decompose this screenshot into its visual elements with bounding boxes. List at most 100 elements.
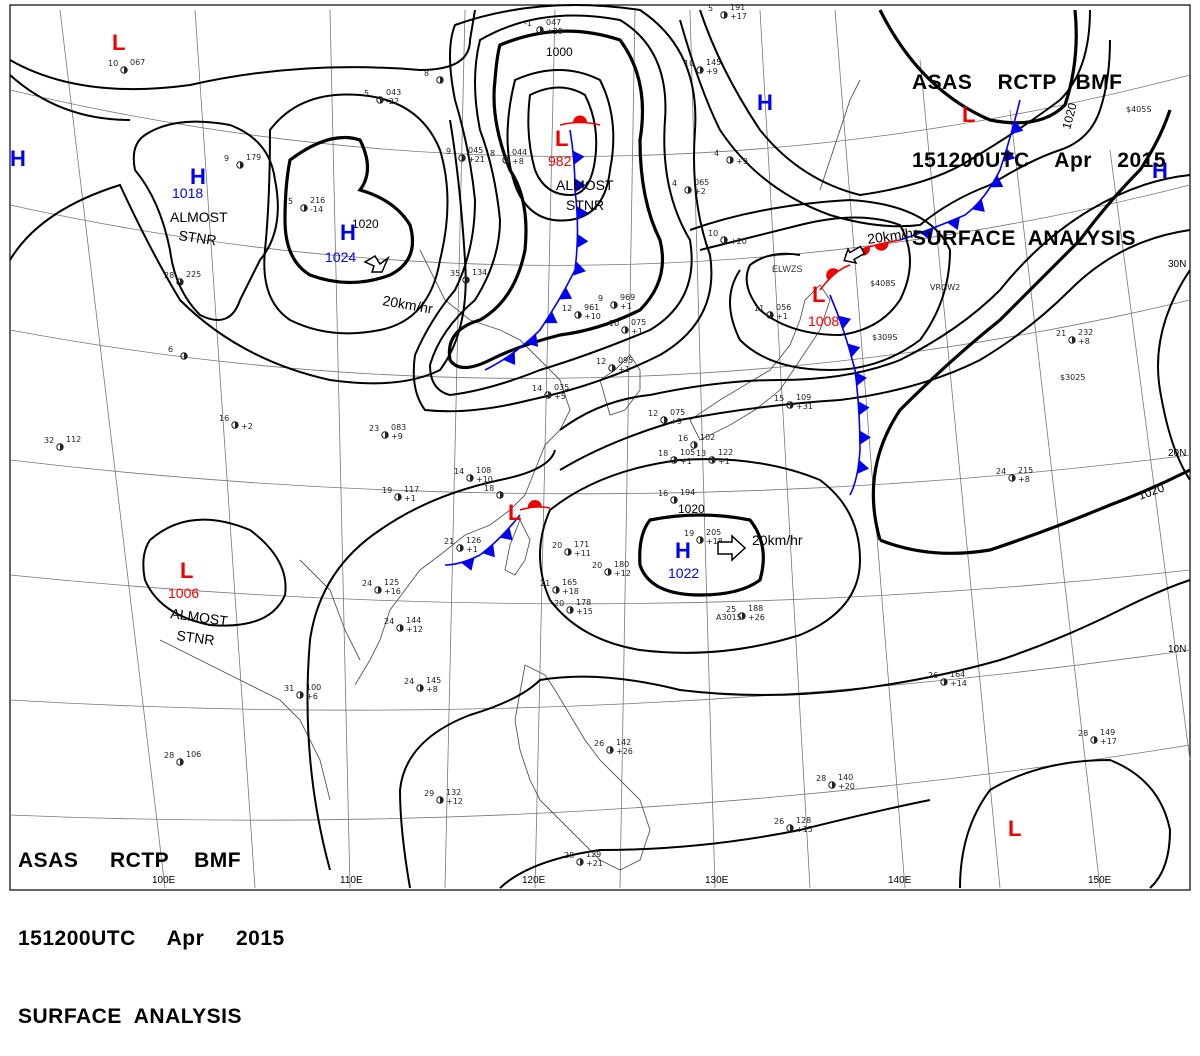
isobar-label: 1020 bbox=[352, 217, 379, 231]
station-temperature: 21 bbox=[1056, 329, 1066, 338]
longitude-label: 130E bbox=[705, 875, 729, 886]
station-plot: 20 180+12 bbox=[592, 560, 631, 578]
almost-stnr-label: STNR bbox=[566, 197, 604, 213]
cloud-cover-fill bbox=[240, 161, 244, 169]
almost-stnr-label: STNR bbox=[176, 627, 216, 648]
station-pressure: 164 bbox=[950, 670, 965, 679]
station-temperature: 28 bbox=[564, 851, 574, 860]
station-plot: 21 232+8 bbox=[1056, 328, 1093, 346]
cloud-cover-fill bbox=[608, 568, 612, 576]
pressure-centre: L bbox=[962, 102, 975, 127]
pressure-centre: L bbox=[112, 30, 125, 55]
station-pressure: 112 bbox=[66, 435, 81, 444]
station-temperature: 26 bbox=[774, 817, 784, 826]
station-temperature: 24 bbox=[384, 617, 394, 626]
china-coast bbox=[354, 249, 571, 686]
cold-front-triangle bbox=[577, 233, 589, 248]
isobar-central-2 bbox=[559, 229, 1191, 471]
taiwan-coast bbox=[504, 518, 531, 576]
warm-front-east bbox=[819, 264, 851, 291]
station-plot: 8 bbox=[424, 69, 444, 84]
station-temperature: 10 bbox=[609, 319, 619, 328]
isobar-1020-ring bbox=[263, 93, 449, 335]
station-plot: 13 122+1 bbox=[696, 448, 733, 466]
cloud-cover-fill bbox=[60, 443, 64, 451]
cloud-cover-fill bbox=[184, 352, 188, 360]
station-pressure: 969 bbox=[620, 293, 635, 302]
motion-speed-label: 20km/hr bbox=[866, 224, 919, 247]
station-temperature: 15 bbox=[774, 394, 784, 403]
cloud-cover-fill bbox=[304, 204, 308, 212]
cloud-cover-fill bbox=[790, 824, 794, 832]
station-plot: 31 100+6 bbox=[284, 683, 321, 701]
cloud-cover-fill bbox=[790, 401, 794, 409]
cloud-cover-fill bbox=[380, 96, 384, 104]
station-plot: 4 065+2 bbox=[672, 178, 709, 196]
cloud-cover-fill bbox=[568, 548, 572, 556]
station-plot: 28 129+21 bbox=[564, 850, 603, 868]
station-tendency: +8 bbox=[426, 685, 438, 694]
pressure-value: 1018 bbox=[172, 185, 203, 201]
cloud-cover-fill bbox=[440, 796, 444, 804]
parallel-10n bbox=[9, 649, 1191, 711]
station-plot: 24 145+8 bbox=[404, 676, 441, 694]
station-tendency: +14 bbox=[950, 679, 967, 688]
isobar-high-ring bbox=[539, 458, 862, 654]
station-temperature: 16 bbox=[678, 434, 688, 443]
isobar-sw-1 bbox=[306, 449, 556, 871]
low-symbol: L bbox=[180, 558, 193, 583]
station-tendency: +9 bbox=[736, 157, 748, 166]
station-plot: 14 035+5 bbox=[532, 383, 569, 401]
parallel-5n bbox=[9, 744, 1191, 821]
station-temperature: 5 bbox=[288, 197, 293, 206]
cloud-cover-fill bbox=[398, 493, 402, 501]
station-pressure: 075 bbox=[631, 318, 646, 327]
station-temperature: -1 bbox=[524, 19, 532, 28]
station-plot: 10 067 bbox=[108, 58, 145, 74]
cloud-cover-fill bbox=[420, 684, 424, 692]
coastlines bbox=[159, 79, 861, 871]
station-pressure: 109 bbox=[796, 393, 811, 402]
station-pressure: 044 bbox=[512, 148, 527, 157]
station-plot: 8 044+8 bbox=[490, 148, 527, 166]
station-pressure: 140 bbox=[838, 773, 853, 782]
station-temperature: 29 bbox=[424, 789, 434, 798]
station-temperature: 13 bbox=[696, 449, 706, 458]
station-pressure: 194 bbox=[680, 488, 695, 497]
cloud-cover-fill bbox=[300, 691, 304, 699]
high-symbol: H bbox=[1152, 158, 1168, 183]
cold-front-triangle bbox=[461, 557, 475, 571]
pressure-centre: H bbox=[757, 90, 773, 115]
japan-coast bbox=[689, 284, 831, 441]
header-top-right: ASAS RCTP BMF 151200UTC Apr 2015 SURFACE… bbox=[912, 18, 1166, 278]
pressure-centre: H 1022 bbox=[668, 538, 699, 581]
pressure-centre: L bbox=[508, 500, 521, 525]
ship-reports: A3015 $3025 $405S $408S $309S VRGW2 bbox=[716, 105, 1151, 622]
station-tendency: +6 bbox=[306, 692, 318, 701]
ship-report: A3015 bbox=[716, 613, 742, 622]
cold-front-triangle bbox=[576, 206, 589, 221]
cold-front-triangle bbox=[503, 351, 516, 365]
cold-front-triangle bbox=[838, 315, 852, 329]
station-plot: 19 205+18 bbox=[684, 528, 723, 546]
station-pressure: 171 bbox=[574, 540, 589, 549]
station-plot: 9 045+21 bbox=[446, 146, 485, 164]
station-temperature: 12 bbox=[562, 304, 572, 313]
station-plot: 25 188+26 bbox=[726, 604, 765, 622]
cloud-cover-fill bbox=[724, 236, 728, 244]
station-temperature: 16 bbox=[658, 489, 668, 498]
cold-front-triangle bbox=[574, 178, 586, 193]
station-tendency: +21 bbox=[586, 859, 603, 868]
station-tendency: +1 bbox=[718, 457, 730, 466]
isobar-1020-ne bbox=[878, 9, 1078, 125]
station-plot: 26 142+26 bbox=[594, 738, 633, 756]
station-temperature: 25 bbox=[726, 605, 736, 614]
station-pressure: 126 bbox=[466, 536, 481, 545]
pressure-value: 1006 bbox=[168, 585, 199, 601]
station-plot: 24 125+16 bbox=[362, 578, 401, 596]
station-pressure: 188 bbox=[748, 604, 763, 613]
station-tendency: +17 bbox=[1100, 737, 1117, 746]
station-pressure: 067 bbox=[130, 58, 145, 67]
station-temperature: 24 bbox=[404, 677, 414, 686]
motion-arrow bbox=[843, 245, 866, 264]
